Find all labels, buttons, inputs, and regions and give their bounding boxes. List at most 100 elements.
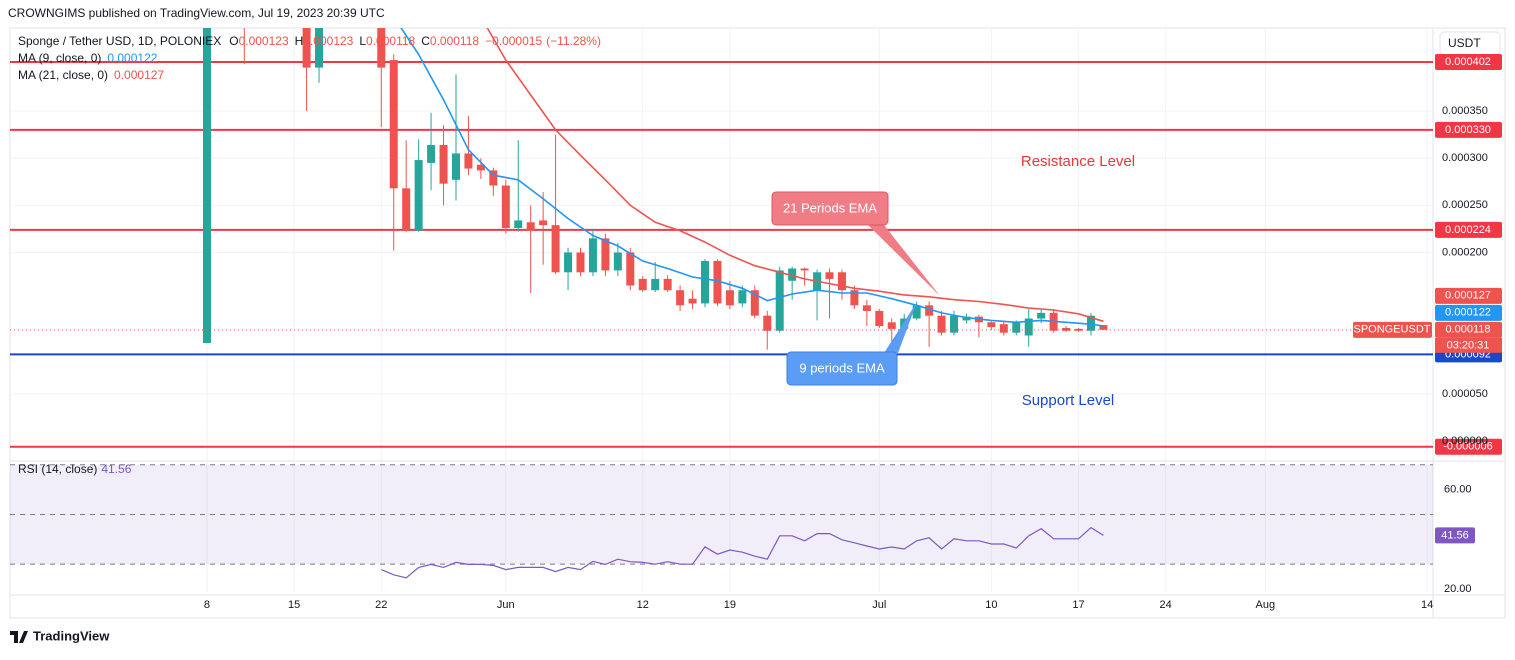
callout-text: 21 Periods EMA	[783, 200, 877, 215]
ma-value: 0.000127	[114, 68, 164, 82]
overlay: Sponge / Tether USD, 1D, POLONIEX O0.0001…	[18, 31, 1502, 544]
level-tag-bg	[1435, 438, 1502, 455]
candle-body	[315, 28, 324, 68]
candle-body	[701, 260, 710, 304]
candle-body	[1012, 322, 1021, 333]
candle-body	[688, 298, 697, 304]
rsi-tick-label: 60.00	[1444, 483, 1472, 495]
y-tick-label: 0.000000	[1442, 435, 1488, 447]
candle-body	[613, 252, 622, 271]
candle-body	[987, 322, 996, 328]
ohlc-key: C	[421, 34, 430, 48]
level-tag-bg	[1435, 121, 1502, 138]
candle-body	[651, 278, 660, 291]
symbol-tag-bg	[1353, 321, 1432, 338]
footer-logo: TradingView	[10, 628, 110, 643]
callout-box	[786, 351, 898, 386]
symbol-title: Sponge / Tether USD, 1D, POLONIEX	[18, 34, 221, 48]
level-tag: 0.000402	[1445, 56, 1491, 68]
ohlc-value: 0.000123	[239, 34, 289, 48]
candle-body	[999, 324, 1008, 333]
rsi-name: RSI (14, close)	[18, 462, 97, 476]
x-tick-label: 24	[1160, 599, 1172, 611]
candle-body	[526, 222, 535, 231]
ohlc-key: H	[295, 34, 304, 48]
level-tag-bg	[1435, 221, 1502, 238]
y-tick-label: 0.000350	[1442, 105, 1488, 117]
logo-icon	[10, 631, 28, 643]
candle-body	[800, 268, 809, 271]
ema-line	[486, 28, 1104, 323]
candle-body	[626, 252, 635, 286]
ohlc-key: O	[229, 34, 238, 48]
candle-body	[1099, 325, 1108, 330]
candle-body	[875, 310, 884, 327]
candle-body	[725, 290, 734, 306]
x-tick-label: 15	[288, 599, 300, 611]
level-tag-bg	[1435, 53, 1502, 70]
candle-body	[676, 290, 685, 306]
y-tick-label: 0.000250	[1442, 199, 1488, 211]
rsi-pane	[10, 464, 1433, 579]
ohlc-value: 0.000123	[303, 34, 353, 48]
price-tag: 0.000118	[1445, 324, 1490, 336]
resistance-label: Resistance Level	[1021, 153, 1135, 170]
candle-body	[1024, 318, 1033, 336]
x-tick-label: 10	[985, 599, 997, 611]
candle-body	[962, 316, 971, 321]
y-tick-label: 0.000050	[1442, 388, 1488, 400]
candle-body	[937, 315, 946, 333]
brand: TradingView	[33, 628, 110, 643]
candle-body	[925, 305, 934, 316]
countdown: 03:20:31	[1447, 340, 1490, 352]
x-tick-label: 19	[724, 599, 736, 611]
callout-box	[771, 191, 889, 226]
x-tick-label: 8	[204, 599, 210, 611]
candle-body	[539, 220, 548, 226]
candle-body	[476, 164, 485, 171]
rsi-tag: 41.56	[1441, 529, 1469, 541]
candle-body	[601, 238, 610, 271]
countdown-bg	[1435, 337, 1502, 353]
y-tick-label: 0.000300	[1442, 152, 1488, 164]
candle-body	[638, 278, 647, 291]
callout-pointer	[868, 225, 940, 296]
candle-body	[825, 272, 834, 279]
currency[interactable]: USDT	[1448, 36, 1481, 50]
candle-body	[402, 188, 411, 231]
ma-value: 0.000122	[107, 51, 157, 65]
x-tick-label: 22	[375, 599, 387, 611]
candle-body	[862, 305, 871, 311]
support-label: Support Level	[1022, 392, 1115, 409]
candle-body	[564, 252, 573, 273]
ohlc-value: 0.000118	[430, 34, 479, 48]
x-tick-label: Aug	[1255, 599, 1275, 611]
candle-body	[775, 270, 784, 331]
candle-body	[850, 290, 859, 306]
x-tick-label: 12	[637, 599, 649, 611]
candle-body	[464, 153, 473, 169]
candle-body	[950, 315, 959, 333]
candle-body	[738, 290, 747, 304]
candle-body	[663, 278, 672, 291]
candle-body	[588, 238, 597, 273]
candle-body	[389, 60, 398, 189]
x-tick-label: Jun	[497, 599, 515, 611]
symbol-tag: SPONGEUSDT	[1353, 324, 1430, 336]
rsi-legend: RSI (14, close) 41.56	[18, 462, 132, 476]
candle-body	[551, 225, 560, 273]
ohlc-key: L	[359, 34, 366, 48]
candle-body	[514, 220, 523, 228]
x-tick-label: 17	[1072, 599, 1084, 611]
candle-body	[302, 28, 311, 68]
annotations: Resistance Level Support Level 21 Period…	[771, 153, 1135, 409]
candle-body	[788, 268, 797, 281]
candle-body	[489, 170, 498, 186]
level-tag: 0.000330	[1445, 124, 1491, 136]
x-tick-label: Jul	[872, 599, 886, 611]
y-tick-label: 0.000200	[1442, 246, 1488, 258]
grid	[10, 28, 1433, 592]
ema-tag-bg	[1435, 304, 1502, 321]
